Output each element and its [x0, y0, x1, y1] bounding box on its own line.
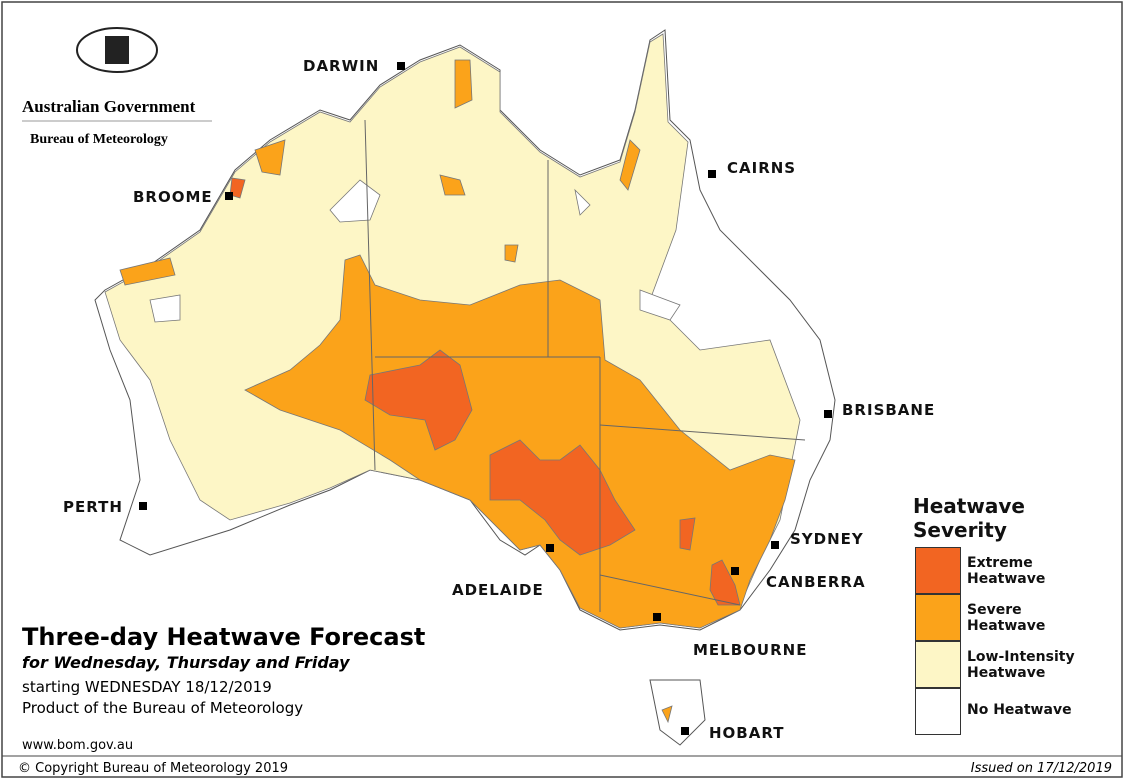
crest [76, 27, 158, 73]
copyright: © Copyright Bureau of Meteorology 2019 [18, 761, 288, 776]
issued-date: Issued on 17/12/2019 [971, 761, 1112, 776]
legend-label: Extreme Heatwave [967, 555, 1046, 587]
legend-label: No Heatwave [967, 702, 1072, 718]
city-label: CANBERRA [766, 573, 866, 591]
city-label: DARWIN [303, 57, 379, 75]
website: www.bom.gov.au [22, 738, 133, 753]
gov-name: Australian Government [22, 97, 196, 116]
product-note: Product of the Bureau of Meteorology [22, 699, 303, 717]
city-label: BRISBANE [842, 401, 935, 419]
city-label: SYDNEY [790, 530, 864, 548]
city-label: MELBOURNE [693, 641, 807, 659]
legend-swatch [915, 641, 961, 688]
legend-swatch [915, 594, 961, 641]
bureau-name: Bureau of Meteorology [30, 132, 168, 147]
city-label: BROOME [133, 188, 213, 206]
legend-label: Low-Intensity Heatwave [967, 649, 1075, 681]
legend-title: Heatwave Severity [913, 494, 1025, 542]
legend-label: Severe Heatwave [967, 602, 1046, 634]
city-label: CAIRNS [727, 159, 796, 177]
tasmania [649, 679, 706, 746]
start-date: starting WEDNESDAY 18/12/2019 [22, 678, 272, 696]
city-markers [139, 62, 832, 735]
severe-pockets [119, 59, 673, 724]
city-label: HOBART [709, 724, 784, 742]
legend-swatch [915, 688, 961, 735]
map-subtitle: for Wednesday, Thursday and Friday [22, 653, 350, 672]
city-label: PERTH [63, 498, 123, 516]
city-label: ADELAIDE [452, 581, 544, 599]
no-heatwave-pockets [149, 179, 681, 323]
map-title: Three-day Heatwave Forecast [22, 623, 425, 651]
legend-swatch [915, 547, 961, 594]
state-borders [364, 119, 806, 612]
